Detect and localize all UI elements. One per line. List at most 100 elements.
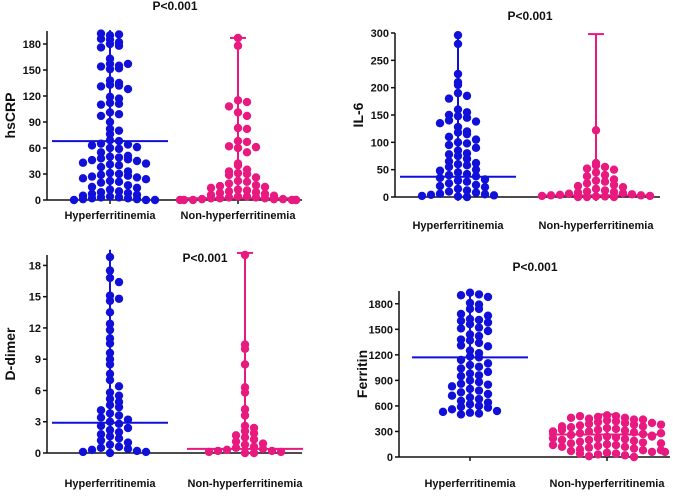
data-point [105,92,115,102]
x-tick-label: Non-hyperferritinemia [550,478,666,490]
data-point [593,425,603,434]
data-point [566,423,576,432]
data-point [105,348,115,358]
data-point [87,172,97,181]
data-point [656,428,666,438]
data-point [224,179,234,188]
data-point [483,367,493,377]
data-point [69,195,79,205]
data-point [456,410,466,419]
data-point [600,170,610,180]
y-tick-label: 60 [29,143,41,155]
data-point [609,192,619,202]
y-tick-label: 0 [35,448,41,460]
data-point [444,116,454,125]
data-point [114,434,124,443]
data-point [249,435,259,444]
data-point [105,417,115,426]
data-point [573,181,583,191]
data-point [602,423,612,433]
data-point [242,169,252,179]
data-point [447,391,457,400]
data-point [96,148,106,157]
data-point [611,449,621,458]
data-point [141,195,151,205]
data-point [114,30,124,39]
data-point [114,110,124,119]
x-tick-label: Hyperferritinemia [412,220,504,232]
data-point [629,452,639,462]
data-point [78,158,88,167]
data-point [471,143,481,152]
data-point [96,154,106,163]
data-point [638,445,648,455]
y-tick-label: 90 [29,117,41,129]
y-tick-label: 300 [371,28,389,40]
data-point [123,155,133,164]
data-point [114,391,124,400]
data-point [548,434,558,443]
p-value-title: P<0.001 [507,9,552,23]
data-point [233,185,243,194]
data-point [566,413,576,423]
data-point [620,451,630,460]
data-point [105,388,115,397]
data-point [600,192,610,201]
data-point [114,193,124,202]
data-point [453,105,463,114]
data-point [591,126,601,135]
data-point [566,439,576,448]
data-point [105,360,115,369]
data-point [611,417,621,426]
data-point [114,169,124,179]
data-point [456,379,466,388]
data-point [465,304,475,314]
data-point [105,432,115,441]
data-point [584,435,594,445]
y-tick-label: 12 [29,323,41,335]
data-point [204,447,214,457]
data-point [462,192,472,202]
data-point [96,436,106,445]
data-point [87,194,97,203]
data-point [462,186,472,195]
data-point [584,443,594,452]
data-point [474,338,484,348]
y-tick-label: 0 [383,192,389,204]
data-point [564,189,574,198]
data-point [114,144,124,154]
data-point [602,416,612,425]
data-point [456,364,466,373]
data-point [224,187,234,196]
data-point [233,168,243,178]
panel-ferritin: P<0.001 Ferritin 0 300 600 900 1200 1500 1800 Hyp… [354,260,670,490]
data-point [233,108,243,117]
data-point [474,377,484,387]
x-tick-label: Hyperferritinemia [64,210,156,222]
data-point [573,192,583,202]
data-point [480,190,490,199]
data-point [215,181,225,191]
data-point [462,91,472,101]
y-axis-label: D-dimer [2,327,18,380]
data-point [453,160,463,169]
data-point [471,135,481,144]
data-point [123,140,133,149]
y-tick-label: 1200 [369,350,393,362]
data-point [456,402,466,411]
data-point [611,440,621,450]
y-tick-label: 120 [23,91,41,103]
y-tick-label: 100 [371,137,389,149]
data-point [474,401,484,411]
data-point [465,288,475,297]
data-point [462,139,472,148]
data-point [453,184,463,193]
data-point [483,359,493,368]
data-point [629,436,639,446]
data-point [240,448,250,458]
data-point [132,194,142,204]
data-point [602,448,612,457]
data-point [489,191,499,200]
data-point [447,405,457,414]
panel-d-dimer: P<0.001 D-dimer 0 3 6 9 12 15 18 Hyperferritinemi… [2,249,303,490]
